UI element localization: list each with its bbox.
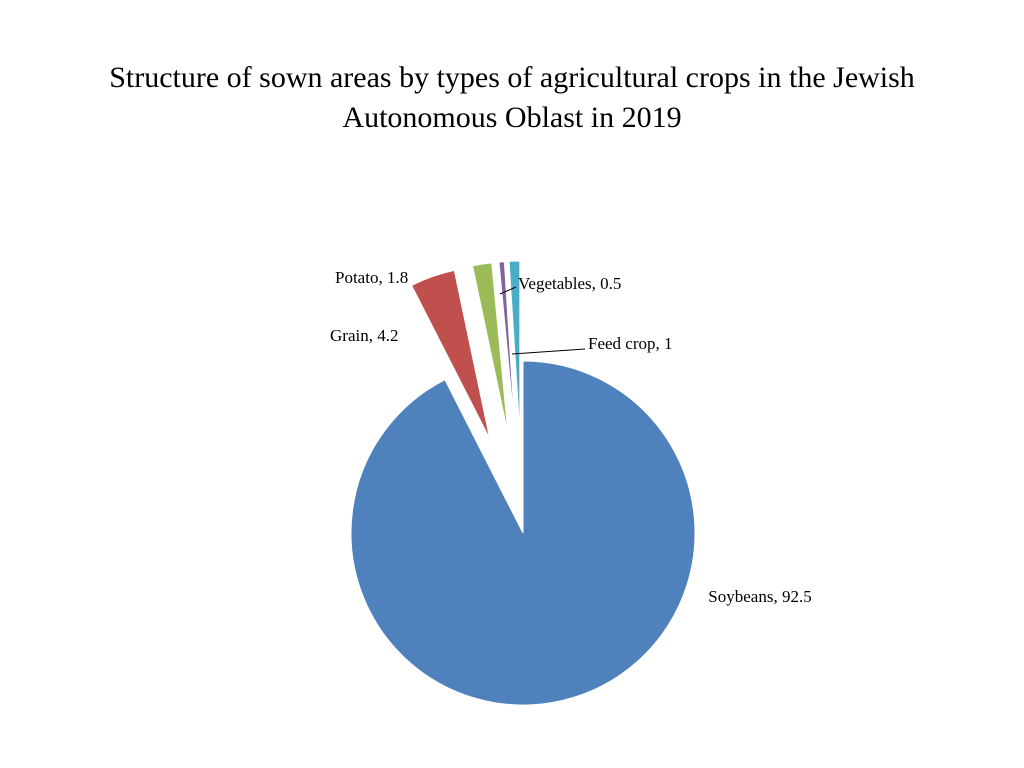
pie-slice xyxy=(350,360,696,706)
chart-title: Structure of sown areas by types of agri… xyxy=(109,61,915,134)
data-label: Vegetables, 0.5 xyxy=(518,274,622,293)
data-label: Feed crop, 1 xyxy=(588,334,673,353)
data-label: Potato, 1.8 xyxy=(335,268,409,287)
leader-line xyxy=(499,286,517,295)
pie-slice xyxy=(471,262,509,435)
data-label: Soybeans, 92.5 xyxy=(708,587,812,606)
data-label: Grain, 4.2 xyxy=(330,326,399,345)
pie-slice xyxy=(498,261,516,434)
pie-slice xyxy=(410,269,491,439)
pie-slice xyxy=(508,260,521,434)
leader-line xyxy=(511,348,586,355)
